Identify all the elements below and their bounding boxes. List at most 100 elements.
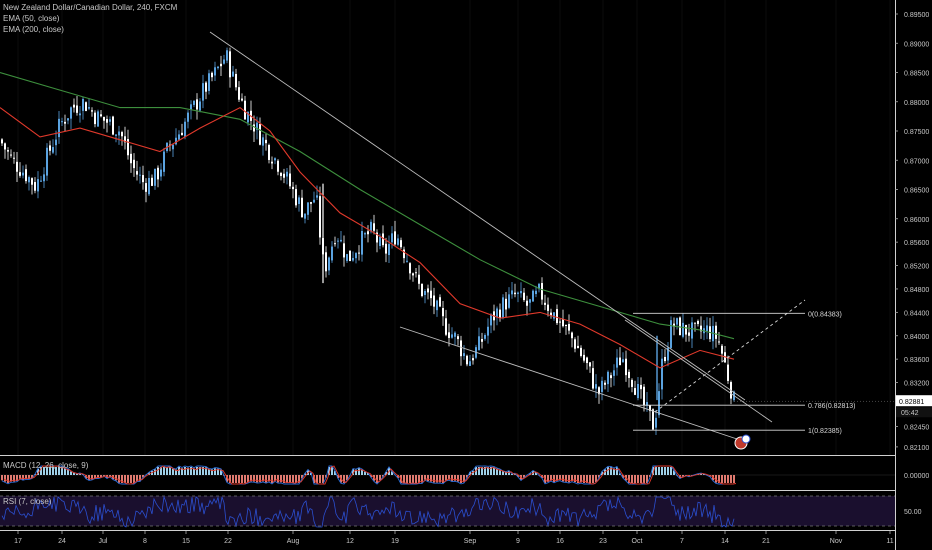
macd-histogram-bar xyxy=(445,475,447,481)
candle xyxy=(358,245,360,261)
macd-histogram-bar xyxy=(352,469,354,475)
candle xyxy=(568,314,570,335)
candle xyxy=(469,355,471,367)
candle xyxy=(448,323,450,347)
candle-body xyxy=(661,358,663,390)
price-axis[interactable]: 0.89500 0.89000 0.88500 0.88000 0.87500 0.870… xyxy=(734,12,932,452)
fibonacci-levels[interactable]: 0(0.84383) 0.786(0.82813) 1(0.82385) xyxy=(633,311,855,435)
time-label: 15 xyxy=(182,538,190,545)
candle xyxy=(631,378,633,393)
candle-body xyxy=(82,98,84,111)
candle-body xyxy=(37,179,39,192)
trend-lines[interactable] xyxy=(209,31,806,441)
macd-histogram-bar xyxy=(616,467,618,475)
macd-histogram-bar xyxy=(4,475,6,482)
macd-histogram-bar xyxy=(19,475,21,479)
time-label: 8 xyxy=(143,538,147,545)
rsi-line xyxy=(1,495,735,528)
axis-label: 0.84400 xyxy=(904,310,929,317)
macd-histogram-bar xyxy=(457,475,459,482)
macd-histogram-bar xyxy=(484,467,486,475)
candle-body xyxy=(64,121,66,124)
candle-body xyxy=(13,157,15,159)
candle-body xyxy=(340,239,342,242)
candle-body xyxy=(361,231,363,255)
macd-histogram-bar xyxy=(88,475,90,480)
candle xyxy=(574,337,576,353)
macd-histogram-bar xyxy=(67,469,69,475)
candle-body xyxy=(484,334,486,339)
macd-histogram-bar xyxy=(208,469,210,475)
candle xyxy=(319,186,321,245)
macd-histogram-bar xyxy=(622,475,624,478)
macd-histogram-bar xyxy=(115,475,117,481)
candle-body xyxy=(367,231,369,235)
candle-body xyxy=(67,118,69,121)
macd-histogram-bar xyxy=(316,475,318,483)
candle-body xyxy=(331,246,333,261)
candle-body xyxy=(190,104,192,110)
candle xyxy=(127,129,129,160)
candle-body xyxy=(496,308,498,318)
candle xyxy=(139,166,141,184)
macd-histogram-bar xyxy=(40,467,42,475)
candle-body xyxy=(1,139,3,144)
candle xyxy=(583,349,585,363)
time-label: 7 xyxy=(680,538,684,545)
candle xyxy=(532,289,534,302)
macd-histogram-bar xyxy=(658,467,660,475)
fib-label: 1(0.82385) xyxy=(808,428,842,435)
candle-body xyxy=(541,283,543,300)
candle-body xyxy=(406,260,408,262)
candle-body xyxy=(409,263,411,274)
candle-body xyxy=(388,244,390,256)
candle xyxy=(481,332,483,349)
candle-body xyxy=(628,371,630,378)
symbol-title: New Zealand Dollar/Canadian Dollar, 240,… xyxy=(3,3,178,12)
candle xyxy=(436,299,438,317)
axis-label: 0.87500 xyxy=(904,129,929,136)
candle-body xyxy=(151,177,153,186)
macd-histogram-bar xyxy=(571,475,573,482)
candle-body xyxy=(547,304,549,311)
macd-histogram-bar xyxy=(271,475,273,483)
candle-body xyxy=(325,252,327,272)
candle xyxy=(718,332,720,345)
macd-histogram-bar xyxy=(10,475,12,482)
candle-body xyxy=(199,101,201,111)
candle-body xyxy=(619,357,621,366)
candle xyxy=(13,151,15,164)
macd-histogram-bar xyxy=(724,475,726,483)
candle-body xyxy=(355,253,357,259)
upper-trendline xyxy=(209,31,746,401)
macd-histogram-bar xyxy=(418,475,420,483)
event-badge[interactable] xyxy=(734,434,751,450)
candle-body xyxy=(649,405,651,412)
time-axis[interactable]: 17 24 Jul 8 15 22 Aug 12 19 Sep 9 16 23 Oct 7 14 21 Nov 11 xyxy=(14,531,894,545)
macd-histogram-bar xyxy=(292,475,294,483)
candle xyxy=(409,262,411,280)
candle-body xyxy=(442,308,444,317)
candle xyxy=(241,93,243,102)
candle xyxy=(571,331,573,348)
macd-histogram-bar xyxy=(358,468,360,475)
candle xyxy=(463,345,465,360)
macd-histogram-bar xyxy=(28,475,30,479)
macd-histogram-bar xyxy=(718,475,720,483)
time-label: 22 xyxy=(224,538,232,545)
macd-histogram-bar xyxy=(385,471,387,475)
candle-body xyxy=(259,123,261,145)
candle xyxy=(400,237,402,249)
candle xyxy=(37,171,39,199)
fib-diagonal xyxy=(654,299,806,413)
candle xyxy=(154,168,156,190)
candle xyxy=(271,156,273,170)
candle-body xyxy=(334,243,336,245)
candle xyxy=(46,143,48,181)
candle xyxy=(196,93,198,120)
axis-label: 0.89000 xyxy=(904,41,929,48)
macd-histogram-bar xyxy=(283,475,285,483)
time-label: 23 xyxy=(599,538,607,545)
candle xyxy=(208,69,210,95)
